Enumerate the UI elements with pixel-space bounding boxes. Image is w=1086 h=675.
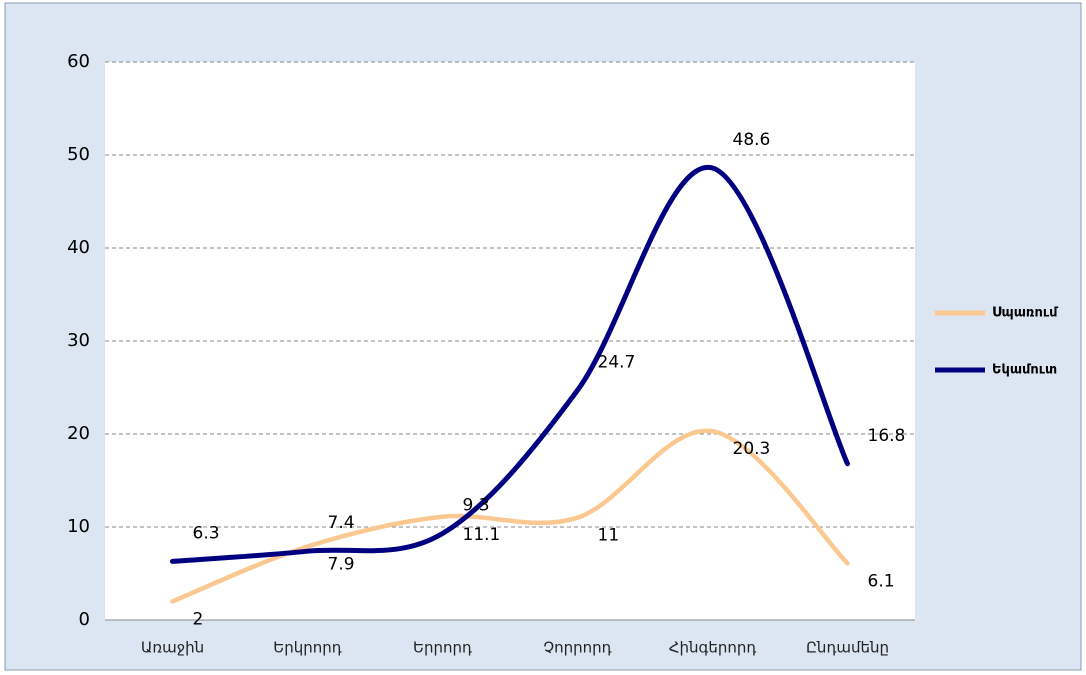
x-tick-label: Չորրորդ: [543, 639, 611, 657]
line-series: [170, 165, 850, 564]
x-tick-label: Երկրորդ: [273, 639, 342, 657]
y-tick-label: 60: [67, 51, 90, 72]
data-label: 24.7: [598, 352, 636, 372]
data-label: 6.1: [868, 571, 895, 591]
data-label: 20.3: [733, 439, 771, 459]
data-label: 48.6: [733, 130, 771, 150]
data-label: 16.8: [868, 426, 906, 446]
data-label: 11: [598, 526, 620, 546]
x-tick-label: Ընդամենը: [806, 639, 889, 657]
y-tick-label: 50: [67, 144, 90, 165]
data-label: 7.9: [328, 555, 355, 575]
data-label: 2: [193, 609, 204, 629]
y-tick-label: 10: [67, 516, 90, 537]
y-tick-label: 30: [67, 330, 90, 351]
legend-label: Սպառում: [992, 306, 1059, 321]
y-tick-label: 20: [67, 423, 90, 444]
data-label: 9.3: [463, 496, 490, 516]
y-tick-label: 40: [67, 237, 90, 258]
x-tick-label: Առաջին: [141, 639, 204, 657]
y-tick-label: 0: [79, 609, 90, 630]
data-label: 6.3: [193, 523, 220, 543]
data-label: 7.4: [328, 513, 355, 533]
legend-label: Եկամուտ: [992, 363, 1057, 378]
x-tick-label: Հինգերորդ: [669, 639, 757, 657]
data-label: 11.1: [463, 525, 501, 545]
x-tick-label: Երրորդ: [413, 639, 472, 657]
